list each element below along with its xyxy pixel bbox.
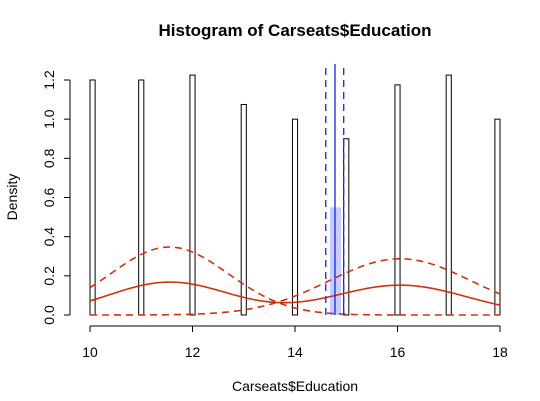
histogram-bar-18 — [494, 118, 501, 316]
y-tick-label-0.2: 0.2 — [41, 266, 57, 286]
histogram-bar-16 — [394, 84, 401, 316]
density-curve-2-dashed — [89, 246, 500, 316]
x-tick-label-18: 18 — [492, 344, 508, 360]
x-tick-label-16: 16 — [390, 344, 406, 360]
y-tick-label-1.2: 1.2 — [41, 70, 57, 90]
x-axis-label: Carseats$Education — [232, 378, 358, 394]
histogram-bar-13 — [240, 103, 247, 316]
x-tick-label-14: 14 — [287, 344, 303, 360]
histogram-bar-17 — [445, 74, 452, 316]
bars-layer — [89, 74, 501, 316]
histogram-bar-15 — [343, 138, 350, 316]
y-axis-label: Density — [4, 174, 20, 221]
y-tick-label-0.0: 0.0 — [41, 305, 57, 325]
y-tick-label-0.8: 0.8 — [41, 148, 57, 168]
density-curves-layer — [89, 246, 501, 316]
x-tick-label-12: 12 — [185, 344, 201, 360]
density-curve-3-dashed — [90, 257, 501, 316]
density-curve-1-solid — [89, 281, 501, 306]
vertical-lines-layer — [325, 64, 345, 315]
x-tick-label-10: 10 — [82, 344, 98, 360]
histogram-bar-10 — [89, 79, 96, 316]
chart-title: Histogram of Carseats$Education — [158, 21, 431, 40]
histogram-bar-11 — [138, 79, 145, 316]
y-tick-label-0.4: 0.4 — [41, 227, 57, 247]
histogram-bar-14 — [291, 118, 299, 316]
axes-layer: 10 12 14 16 18 0.0 0.2 0.4 0.6 0.8 1.0 1.2 — [41, 70, 508, 360]
histogram-bar-12 — [189, 74, 196, 316]
y-tick-label-1.0: 1.0 — [41, 109, 57, 129]
y-tick-label-0.6: 0.6 — [41, 188, 57, 208]
